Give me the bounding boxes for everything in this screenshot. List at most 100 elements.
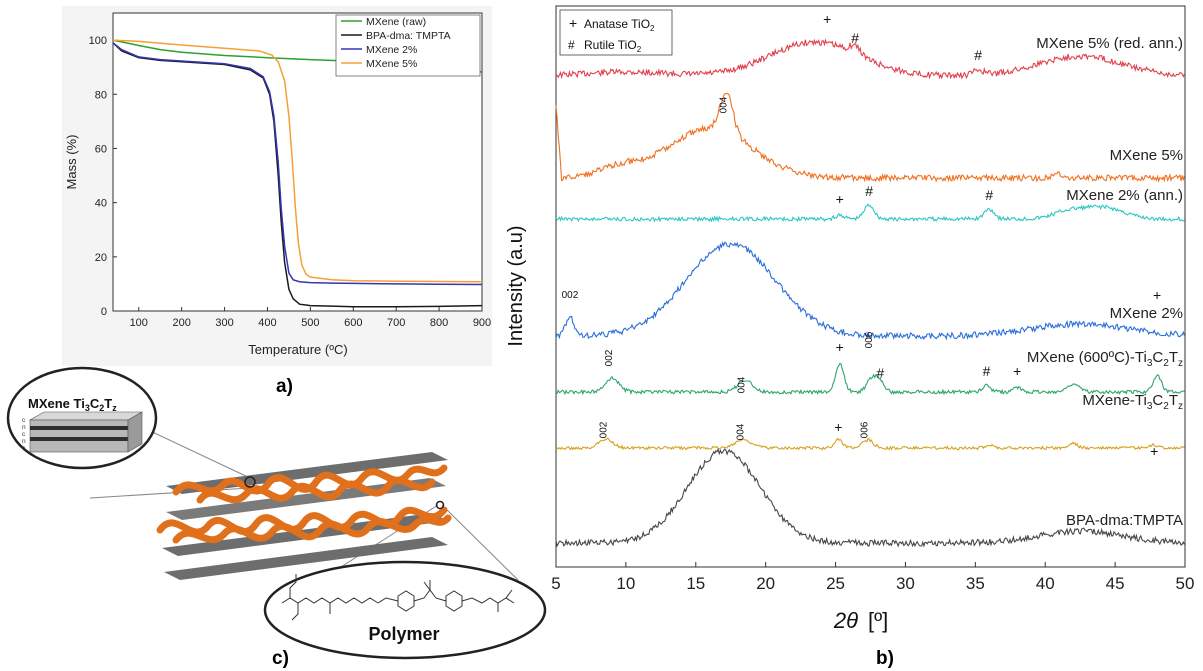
xrd-x-tick-label: 25	[826, 574, 845, 593]
tga-y-tick-label: 100	[89, 35, 107, 47]
xrd-trace-1	[555, 92, 1185, 183]
xrd-peak-marker: 002	[598, 421, 609, 438]
tga-x-tick-label: 600	[344, 317, 362, 329]
xrd-peak-marker: 002	[604, 349, 615, 366]
polymer-chain-upper-2	[196, 476, 436, 504]
mxene-block-top	[28, 411, 144, 421]
tga-legend-box	[335, 14, 481, 77]
xrd-peak-markers: + # #004 + # #002 002 004 + 006 # # + +002 004 +006 +	[562, 11, 1162, 459]
polymer-chain-lower-2	[172, 514, 452, 544]
mxene-layer-letter: c	[22, 431, 26, 438]
xrd-series-label: MXene 2%	[1110, 305, 1183, 322]
tga-x-tick-label: 500	[301, 317, 319, 329]
tga-x-tick-label: 300	[215, 317, 233, 329]
xrd-x-axis-label-unit: [º]	[868, 608, 888, 633]
polymer-side-chain-1	[289, 574, 297, 598]
mxene-layer-letter: n	[22, 424, 26, 431]
xrd-peak-marker: 006	[860, 421, 871, 438]
polymer-tail-vinyl	[505, 589, 513, 599]
tga-legend-entry: MXene 5%	[366, 58, 417, 70]
mxene-sheet-base	[164, 537, 448, 580]
xrd-series-label: MXene 2% (ann.)	[1066, 187, 1183, 204]
mxene-layer-letter: n	[22, 438, 26, 445]
xrd-trace-5	[555, 437, 1185, 451]
xrd-x-tick-label: 10	[616, 574, 635, 593]
xrd-series-traces	[555, 38, 1185, 548]
xrd-series-label: MXene (600ºC)-Ti3C2Tz	[1027, 349, 1183, 369]
xrd-series-label: MXene 5% (red. ann.)	[1036, 35, 1183, 52]
xrd-peak-marker: +	[836, 191, 844, 207]
xrd-trace-2	[555, 203, 1185, 223]
xrd-x-tick-label: 50	[1176, 574, 1195, 593]
tga-series-line-3	[112, 39, 483, 283]
mxene-callout-line-2	[89, 487, 251, 499]
tga-y-tick-label: 40	[95, 198, 107, 210]
tga-legend-entry: MXene 2%	[366, 44, 417, 56]
tga-series-line-2	[112, 42, 483, 286]
mxene-block-front	[29, 419, 129, 453]
tga-y-tick-label: 0	[101, 306, 107, 318]
polymer-zoom-marker	[435, 500, 445, 510]
polymer-chain-upper	[172, 464, 448, 496]
xrd-peak-marker: +	[834, 419, 842, 435]
xrd-series-label: MXene-Ti3C2Tz	[1082, 392, 1183, 412]
tga-legend-entry: MXene (raw)	[366, 16, 426, 28]
tga-x-tick-label: 700	[387, 317, 405, 329]
xrd-series-label: BPA-dma:TMPTA	[1066, 512, 1183, 529]
tga-x-tick-label: 800	[430, 317, 448, 329]
polymer-ring-1	[397, 590, 415, 612]
xrd-peak-marker: 006	[864, 331, 875, 348]
xrd-peak-marker: +	[1013, 363, 1021, 379]
xrd-peak-marker: #	[851, 30, 859, 46]
xrd-trace-6	[555, 448, 1185, 548]
mxene-layer-letter: c	[22, 445, 26, 452]
xrd-peak-marker: +	[1150, 443, 1158, 459]
panel-label-a: a)	[276, 376, 293, 397]
polymer-callout-line-2	[441, 504, 519, 581]
xrd-x-tick-label: 40	[1036, 574, 1055, 593]
tga-x-ticks: 100 200 300 400 500 600 700 800 900	[130, 307, 491, 329]
polymer-side-chain-2	[291, 603, 299, 621]
xrd-peak-marker: #	[985, 187, 993, 203]
tga-chart: 100 200 300 400 500 600 700 800 900 0 20 40 60 80 100…	[62, 6, 492, 366]
polymer-chain-lower	[156, 506, 448, 536]
xrd-peak-marker: 002	[562, 290, 579, 301]
xrd-chart: 5 10 15 20 25 30 35 40 45 50 MXene 5% (red. ann.)…	[505, 5, 1194, 633]
xrd-peak-marker: #	[865, 183, 873, 199]
xrd-y-axis-label: Intensity (a.u)	[505, 225, 527, 346]
xrd-peak-marker: +	[1153, 287, 1161, 303]
xrd-plot-area	[555, 5, 1186, 568]
xrd-peak-marker: +	[823, 11, 831, 27]
xrd-peak-marker: +	[836, 339, 844, 355]
xrd-x-tick-label: 5	[551, 574, 560, 593]
xrd-legend: + Anatase TiO2 # Rutile TiO2	[559, 9, 673, 56]
mxene-sheet-middle	[166, 478, 446, 520]
xrd-peak-marker: 004	[735, 423, 746, 440]
xrd-x-tick-label: 45	[1106, 574, 1125, 593]
xrd-trace-3	[555, 241, 1185, 341]
xrd-legend-label-rutile: Rutile TiO2	[584, 38, 642, 54]
xrd-series-label: MXene 5%	[1110, 147, 1183, 164]
xrd-legend-symbol-rutile: #	[568, 38, 575, 52]
mxene-block-dark-layer-1	[30, 426, 128, 430]
polymer-structure-drawing	[281, 574, 515, 621]
xrd-legend-box	[559, 9, 673, 56]
xrd-legend-symbol-anatase: +	[569, 15, 577, 31]
tga-x-tick-label: 900	[473, 317, 491, 329]
polymer-ring-2	[445, 590, 463, 612]
xrd-peak-marker: #	[983, 363, 991, 379]
mxene-block-dark-layer-2	[30, 437, 128, 441]
xrd-x-tick-label: 15	[686, 574, 705, 593]
xrd-peak-marker: 004	[737, 376, 748, 393]
tga-y-tick-label: 60	[95, 143, 107, 155]
xrd-legend-label-anatase: Anatase TiO2	[584, 17, 655, 33]
mxene-layer-letter: c	[22, 417, 26, 424]
xrd-x-ticks: 5 10 15 20 25 30 35 40 45 50	[551, 562, 1194, 593]
polymer-link-1	[377, 597, 399, 604]
mxene-block-side	[127, 411, 143, 453]
xrd-peak-marker: 004	[719, 96, 730, 113]
panel-label-b: b)	[876, 648, 894, 669]
